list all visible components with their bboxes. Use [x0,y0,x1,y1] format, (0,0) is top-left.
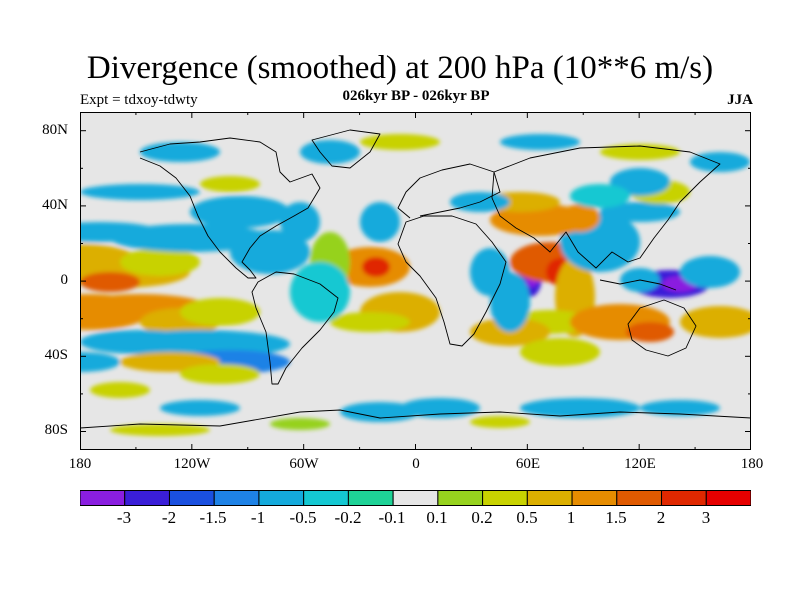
coastline-antarctica [80,409,751,429]
colorbar-label: -2 [161,508,177,527]
colorbar-label: -1 [250,508,266,527]
divergence-contour-patch [610,168,670,196]
colorbar-label: 3 [701,508,711,527]
colorbar-box [571,490,618,506]
divergence-contour-patch [680,306,751,338]
divergence-contour-patch [230,230,310,274]
colorbar-box [705,490,751,506]
divergence-contour-patch [600,202,680,222]
divergence-contour-patch [140,142,220,162]
divergence-contour-patch [500,134,580,150]
colorbar-label: -3 [116,508,132,527]
divergence-contour-patch [80,272,140,292]
lon-label-60w: 60W [289,456,319,472]
divergence-contour-patch [80,352,120,372]
colorbar-label: 1.5 [605,508,627,527]
divergence-contour-patch [520,338,600,366]
divergence-contour-patch [160,400,240,416]
season-label: JJA [727,92,753,108]
divergence-contour-patch [560,204,600,232]
lon-label-0: 0 [412,456,420,472]
colorbar [80,490,751,506]
divergence-contour-patch [270,418,330,430]
lat-label-80s: 80S [44,422,68,438]
colorbar-label: -0.1 [378,508,406,527]
colorbar-label: -1.5 [199,508,227,527]
map-title: Divergence (smoothed) at 200 hPa (10**6 … [86,50,714,86]
divergence-contour-patch [90,382,150,398]
colorbar-box [347,490,394,506]
lat-label-eq: 0 [60,272,69,288]
coastline-north-america [139,137,321,279]
coastline-south-america [251,271,339,385]
divergence-contour-patch [110,424,210,436]
divergence-contour-patch [200,176,260,192]
divergence-contour-patch [626,322,674,342]
divergence-contour-patch [190,196,290,228]
divergence-contour-patch [690,152,750,172]
colorbar-box [392,490,439,506]
colorbar-label: -0.2 [334,508,362,527]
divergence-contour-patch [470,248,510,296]
colorbar-box [80,490,126,506]
lat-label-80n: 80N [42,122,68,138]
divergence-contour-patch [330,312,410,332]
colorbar-label: 0.2 [471,508,493,527]
coastline-europe [397,163,501,219]
divergence-contour-patch [80,184,200,200]
colorbar-box [303,490,349,506]
colorbar-label: 0.1 [426,508,448,527]
divergence-contour-patch [400,398,480,418]
lon-label-180e: 180 [740,456,764,472]
colorbar-box [526,490,573,506]
period-label: 026kyr BP - 026kyr BP [342,88,490,104]
colorbar-box [616,490,663,506]
divergence-contour-patch [300,140,360,164]
divergence-contour-patch [280,202,320,242]
colorbar-box [124,490,170,506]
coastline-greenland [311,129,381,169]
colorbar-box [168,490,215,506]
divergence-contour-patch [360,202,400,242]
coastline-asia [491,145,721,269]
colorbar-box [482,490,528,506]
colorbar-label: -0.5 [289,508,317,527]
divergence-contour-patch [470,416,530,428]
divergence-contour-patch [180,364,260,384]
divergence-contour-patch [640,400,720,416]
colorbar-box [437,490,484,506]
divergence-contour-patch [680,256,740,288]
colorbar-label: 0.5 [516,508,538,527]
lon-label-120w: 120W [173,456,211,472]
divergence-contour-patch [180,298,260,326]
divergence-field [80,134,751,436]
coastlines [80,129,751,429]
colorbar-label: 2 [656,508,666,527]
colorbar-box [661,490,707,506]
divergence-contour-patch [120,248,200,276]
colorbar-box [258,490,305,506]
lat-label-40n: 40N [42,197,68,213]
lon-label-60e: 60E [515,456,541,472]
lat-label-40s: 40S [44,347,68,363]
coastline-indonesia [599,279,677,291]
lon-label-120e: 120E [624,456,656,472]
experiment-label: Expt = tdxoy-tdwty [80,92,198,108]
divergence-contour-patch [80,222,160,242]
divergence-contour-patch [570,184,630,208]
divergence-contour-patch [80,330,200,354]
divergence-contour-patch [360,134,440,150]
colorbar-label: 1 [566,508,576,527]
coastline-africa [397,215,507,347]
lon-label-180w: 180 [68,456,92,472]
divergence-contour-patch [290,262,350,322]
divergence-map [80,112,751,450]
divergence-contour-patch [362,257,390,277]
coastline-australia [627,299,697,357]
colorbar-box [213,490,260,506]
